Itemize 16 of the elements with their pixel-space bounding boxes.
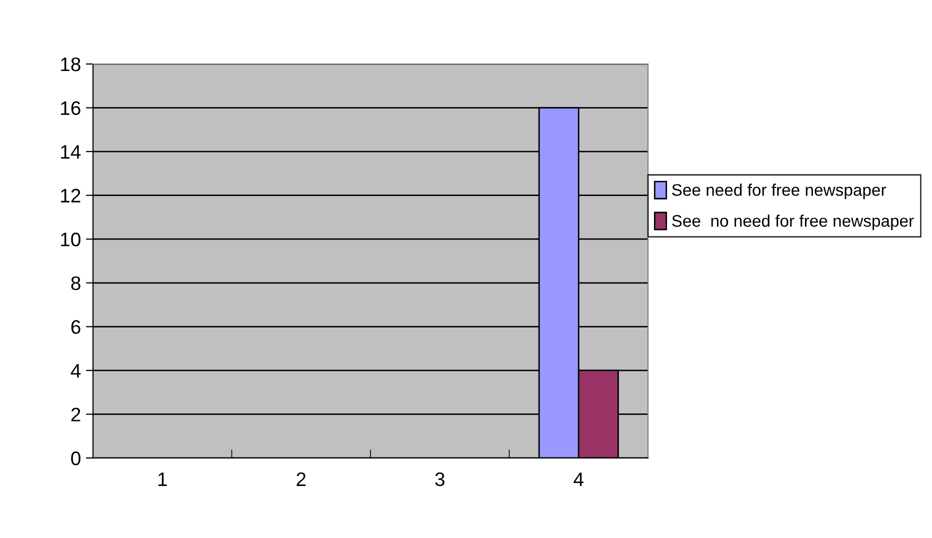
y-tick-label: 18 <box>61 57 80 72</box>
y-tick-label: 0 <box>71 451 80 466</box>
y-tick-label: 2 <box>71 408 80 422</box>
y-tick-label: 8 <box>71 276 80 290</box>
legend-label: See need for free newspaper <box>672 184 886 200</box>
y-tick-label: 16 <box>61 101 80 116</box>
y-tick-label: 14 <box>61 145 81 159</box>
x-tick-label: 1 <box>158 472 167 486</box>
x-tick-label: 3 <box>435 472 444 486</box>
x-tick-label: 2 <box>296 472 306 486</box>
x-tick-label: 4 <box>574 472 584 486</box>
legend-label: See no need for free newspaper <box>672 214 914 230</box>
y-tick-label: 4 <box>70 364 81 378</box>
y-tick-label: 12 <box>61 188 80 202</box>
y-tick-label: 10 <box>61 232 80 246</box>
y-tick-label: 6 <box>71 320 80 334</box>
